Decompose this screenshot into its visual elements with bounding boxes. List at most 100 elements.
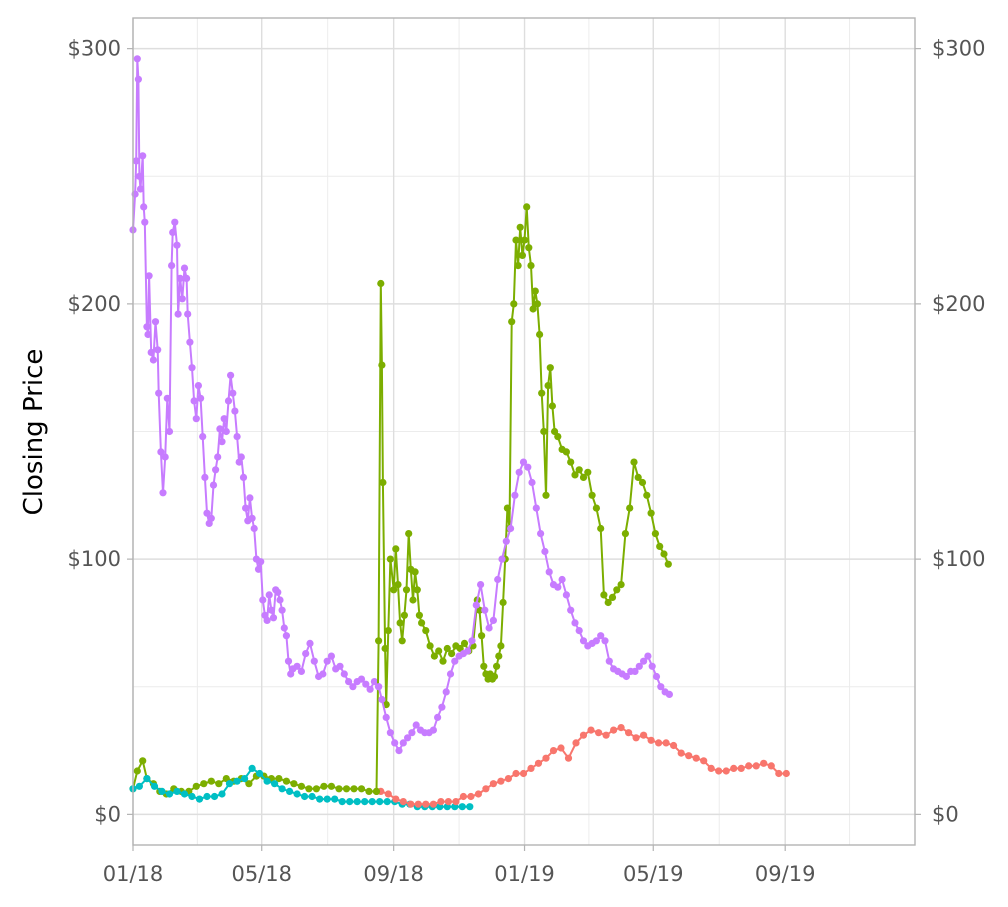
data-point: [429, 800, 437, 808]
data-point: [760, 759, 768, 767]
data-point: [229, 389, 237, 397]
data-point: [572, 739, 580, 747]
data-point: [520, 236, 529, 244]
data-point: [155, 389, 163, 397]
series-4: [377, 724, 790, 808]
data-point: [430, 652, 438, 660]
data-point: [169, 228, 177, 236]
data-point: [571, 471, 579, 479]
data-point: [508, 318, 516, 326]
data-point: [200, 780, 208, 788]
data-point: [499, 598, 507, 607]
data-point: [444, 798, 452, 806]
data-point: [256, 769, 264, 778]
data-point: [346, 798, 354, 806]
data-point: [418, 619, 426, 627]
data-point: [399, 739, 407, 747]
data-point: [246, 494, 254, 502]
data-point: [276, 596, 284, 604]
data-point: [493, 662, 501, 670]
data-point: [242, 504, 250, 512]
data-point: [195, 795, 204, 803]
data-point: [383, 798, 391, 806]
data-point: [523, 203, 531, 211]
data-point: [564, 754, 573, 762]
data-point: [157, 448, 165, 456]
data-point: [368, 798, 376, 806]
data-point: [775, 769, 783, 778]
data-point: [536, 330, 544, 339]
data-point: [446, 670, 455, 678]
data-point: [481, 606, 489, 614]
data-point: [595, 729, 603, 737]
data-point: [301, 792, 309, 801]
data-point: [263, 777, 271, 785]
data-point: [503, 504, 511, 512]
data-point: [231, 407, 239, 415]
data-point: [190, 397, 198, 405]
y-tick-label: $200: [68, 292, 121, 316]
data-point: [638, 478, 647, 487]
data-point: [498, 555, 506, 563]
data-point: [601, 637, 609, 645]
data-point: [377, 279, 385, 288]
data-point: [537, 530, 545, 538]
data-point: [613, 586, 621, 594]
data-point: [345, 678, 353, 686]
data-point: [434, 713, 442, 722]
data-point: [504, 775, 512, 783]
data-point: [652, 672, 661, 681]
data-point: [176, 274, 184, 282]
data-point: [362, 680, 370, 688]
data-point: [625, 729, 633, 737]
data-point: [248, 514, 256, 522]
data-point: [188, 792, 196, 801]
data-point: [489, 616, 497, 625]
data-point: [248, 764, 256, 773]
data-point: [587, 726, 595, 734]
data-point: [161, 453, 169, 461]
data-point: [715, 767, 723, 775]
data-point: [452, 798, 460, 806]
data-point: [527, 764, 535, 773]
data-point: [386, 729, 394, 737]
data-point: [662, 739, 670, 747]
data-point: [225, 780, 234, 788]
data-point: [233, 433, 241, 441]
data-point: [524, 463, 532, 471]
data-point: [143, 323, 151, 331]
data-point: [512, 769, 520, 778]
data-point: [664, 560, 672, 568]
data-point: [212, 466, 220, 474]
data-point: [259, 596, 267, 604]
data-point: [626, 504, 634, 512]
data-point: [495, 652, 503, 660]
data-point: [361, 798, 369, 806]
y-tick-label: $100: [68, 547, 121, 571]
data-point: [293, 790, 301, 798]
data-point: [141, 218, 149, 226]
data-point: [575, 627, 583, 635]
data-point: [700, 757, 708, 765]
data-point: [512, 236, 520, 244]
data-point: [194, 382, 202, 390]
data-point: [203, 509, 211, 517]
data-point: [722, 767, 730, 775]
data-point: [562, 448, 571, 456]
data-point: [320, 782, 328, 790]
data-point: [203, 792, 211, 801]
data-point: [622, 672, 631, 681]
data-point: [409, 596, 417, 604]
data-point: [485, 624, 493, 632]
data-point: [173, 241, 181, 249]
data-point: [621, 530, 630, 538]
data-point: [567, 458, 575, 466]
data-point: [233, 777, 241, 785]
data-point: [490, 672, 499, 681]
data-point: [224, 397, 233, 405]
data-point: [467, 792, 475, 801]
data-point: [150, 782, 159, 790]
data-point: [545, 568, 553, 576]
data-point: [151, 318, 160, 326]
data-point: [460, 639, 469, 648]
